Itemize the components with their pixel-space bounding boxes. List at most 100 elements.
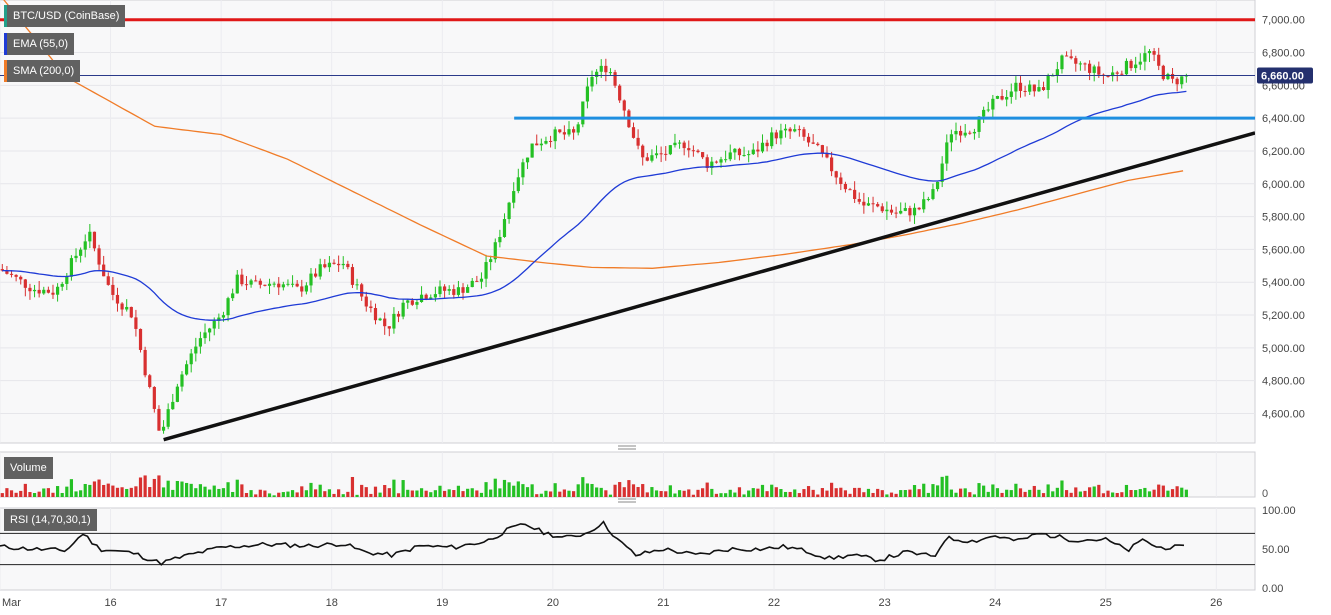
candle-body — [1106, 75, 1110, 77]
candle-body — [673, 142, 677, 146]
volume-bar — [848, 493, 852, 497]
candle-body — [470, 280, 474, 288]
candle-body — [668, 145, 672, 155]
volume-bar — [42, 488, 46, 497]
volume-bar — [733, 492, 737, 497]
candle-body — [313, 273, 318, 277]
volume-bar — [129, 487, 133, 497]
time-axis[interactable]: Mar 16 17 18 19 20 21 22 23 24 25 26 — [2, 597, 1222, 609]
pane-resize-handle-2[interactable] — [618, 498, 636, 503]
candle-body — [208, 328, 212, 333]
volume-bar — [608, 494, 613, 497]
volume-pane-label[interactable]: Volume — [4, 457, 53, 479]
candle-body — [876, 204, 880, 207]
time-tick-label: 20 — [547, 597, 559, 609]
candle-body — [350, 267, 355, 285]
sma-legend[interactable]: SMA (200,0) — [4, 60, 81, 82]
volume-bar — [134, 486, 138, 497]
volume-bar — [1083, 490, 1087, 497]
rsi-tick-label: 50.00 — [1262, 544, 1290, 556]
candle-body — [691, 150, 695, 152]
ema-swatch — [4, 33, 7, 55]
candle-body — [871, 203, 875, 205]
volume-bar — [51, 492, 55, 497]
volume-bar — [581, 477, 585, 497]
volume-bar — [820, 488, 824, 497]
volume-bar — [945, 475, 949, 497]
volume-bar — [341, 494, 345, 497]
candle-body — [853, 189, 857, 199]
candle-body — [143, 349, 147, 376]
candle-body — [369, 306, 373, 309]
price-pane[interactable] — [0, 0, 1256, 444]
candle-body — [599, 65, 603, 72]
volume-bar — [231, 491, 235, 497]
volume-bar — [1124, 484, 1129, 497]
candle-body — [138, 328, 143, 350]
volume-bar — [1147, 491, 1152, 497]
pane-resize-handle-1[interactable] — [618, 445, 636, 450]
volume-bar — [590, 483, 594, 497]
candle-body — [392, 313, 396, 329]
candle-body — [484, 262, 488, 279]
volume-bar — [972, 494, 977, 497]
volume-bar — [23, 483, 27, 497]
candle-body — [364, 296, 368, 307]
candle-body — [903, 208, 907, 211]
rsi-pane[interactable] — [0, 507, 1256, 591]
volume-bar — [350, 476, 355, 497]
candle-body — [134, 317, 138, 329]
volume-bar — [461, 491, 465, 497]
symbol-legend[interactable]: BTC/USD (CoinBase) — [4, 5, 126, 27]
volume-bar — [466, 488, 470, 497]
candle-body — [770, 132, 774, 147]
candle-body — [783, 128, 788, 131]
candle-body — [1014, 82, 1018, 92]
volume-bar — [313, 489, 318, 497]
volume-bar — [1009, 490, 1013, 497]
volume-bar — [410, 490, 414, 497]
volume-bar — [935, 485, 940, 497]
price-tick-label: 4,800.00 — [1262, 376, 1305, 388]
candle-body — [535, 143, 539, 146]
volume-bar — [963, 488, 967, 497]
volume-bar — [106, 483, 110, 497]
candle-body — [387, 326, 391, 329]
volume-bar — [862, 492, 866, 497]
volume-bar — [797, 493, 801, 497]
candle-body — [525, 157, 530, 163]
candle-body — [553, 129, 557, 142]
volume-bar — [585, 483, 590, 497]
volume-bar — [171, 489, 175, 497]
volume-bar — [871, 492, 875, 497]
volume-bar — [521, 484, 525, 497]
volume-bar — [9, 490, 14, 497]
candle-body — [120, 303, 124, 310]
volume-bar — [613, 484, 617, 497]
volume-bar — [489, 489, 493, 497]
volume-bar — [360, 484, 364, 497]
rsi-pane-label[interactable]: RSI (14,70,30,1) — [4, 509, 97, 531]
volume-bar — [244, 492, 249, 497]
price-axis[interactable]: 7,000.006,800.006,600.006,400.006,200.00… — [1262, 15, 1305, 421]
candle-body — [613, 72, 617, 86]
volume-bar — [484, 482, 488, 497]
price-tick-label: 5,600.00 — [1262, 244, 1305, 256]
rsi-tick-label: 0.00 — [1262, 583, 1283, 595]
candle-body — [442, 286, 447, 291]
candle-body — [28, 287, 32, 292]
volume-bar — [710, 488, 714, 497]
rsi-line — [0, 520, 1185, 566]
candle-body — [1028, 84, 1032, 92]
volume-bar — [562, 489, 566, 497]
time-tick-label: 26 — [1210, 597, 1222, 609]
volume-bar — [83, 483, 87, 497]
volume-bar — [949, 489, 953, 497]
ema-legend[interactable]: EMA (55,0) — [4, 33, 75, 55]
volume-bar — [184, 482, 189, 497]
volume-bar — [719, 493, 723, 497]
volume-bar — [940, 476, 944, 497]
trend-line[interactable] — [163, 131, 1255, 442]
volume-bar — [1032, 485, 1036, 497]
